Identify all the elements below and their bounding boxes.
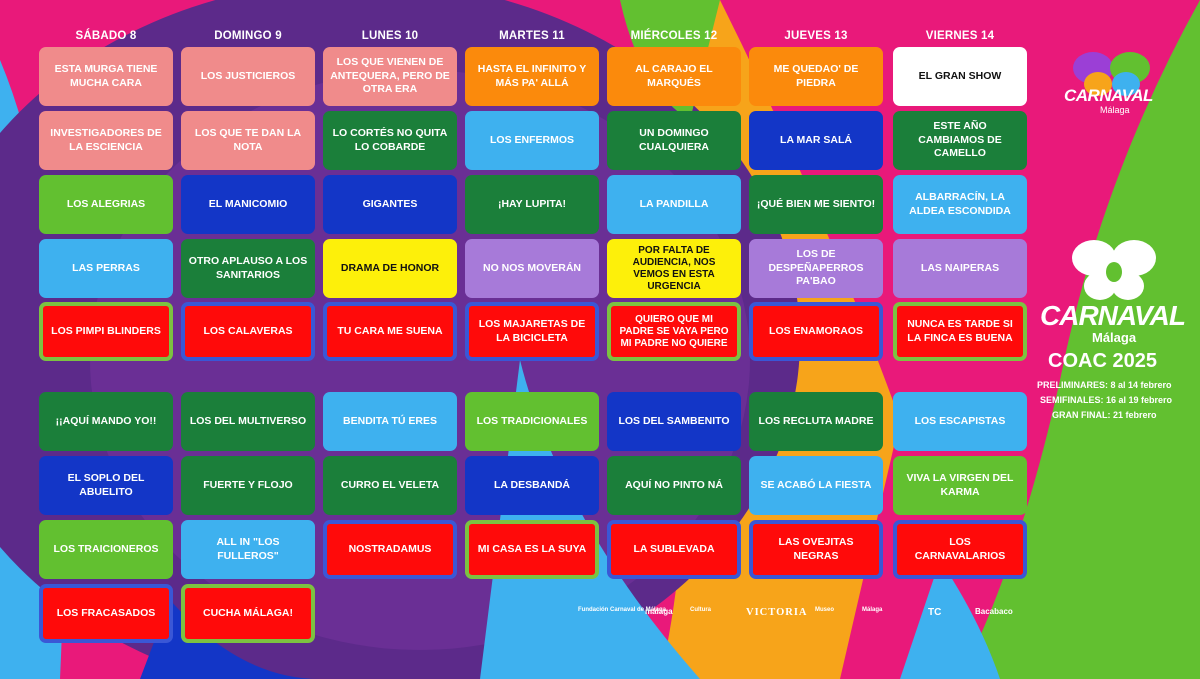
day-header-monday: LUNES 10	[361, 30, 419, 42]
agrupacion-cell: LOS ENAMORAOS	[749, 302, 883, 361]
agrupacion-cell: NOSTRADAMUS	[323, 520, 457, 579]
gran-final-date: GRAN FINAL: 21 febrero	[1052, 410, 1157, 420]
day-header-friday: VIERNES 14	[925, 30, 995, 42]
agrupacion-cell: LOS ESCAPISTAS	[893, 392, 1027, 451]
agrupacion-cell: UN DOMINGO CUALQUIERA	[607, 111, 741, 170]
logo-big-title: CARNAVAL	[1040, 300, 1186, 331]
agrupacion-cell: NO NOS MOVERÁN	[465, 239, 599, 298]
logo-small-title: CARNAVAL	[1064, 86, 1153, 105]
agrupacion-cell: LOS RECLUTA MADRE	[749, 392, 883, 451]
logo-small-subtitle: Málaga	[1100, 105, 1130, 115]
agrupacion-cell: LA PANDILLA	[607, 175, 741, 234]
agrupacion-cell: LOS FRACASADOS	[39, 584, 173, 643]
agrupacion-cell: AL CARAJO EL MARQUÉS	[607, 47, 741, 106]
agrupacion-cell: LOS CALAVERAS	[181, 302, 315, 361]
semifinales-dates: SEMIFINALES: 16 al 19 febrero	[1040, 395, 1173, 405]
agrupacion-cell: POR FALTA DE AUDIENCIA, NOS VEMOS EN EST…	[607, 239, 741, 298]
sponsor-malaga: málaga	[645, 607, 673, 616]
agrupacion-cell: ME QUEDAO' DE PIEDRA	[749, 47, 883, 106]
agrupacion-cell: LOS QUE TE DAN LA NOTA	[181, 111, 315, 170]
agrupacion-cell: LOS QUE VIENEN DE ANTEQUERA, PERO DE OTR…	[323, 47, 457, 106]
agrupacion-cell: LOS MAJARETAS DE LA BICICLETA	[465, 302, 599, 361]
logo-big-subtitle: Málaga	[1092, 330, 1137, 345]
carnaval-butterfly-large-logo	[1072, 240, 1156, 300]
day-header-sunday: DOMINGO 9	[214, 30, 282, 42]
agrupacion-cell: HASTA EL INFINITO Y MÁS PA' ALLÁ	[465, 47, 599, 106]
agrupacion-cell: LOS CARNAVALARIOS	[893, 520, 1027, 579]
agrupacion-cell: LAS NAIPERAS	[893, 239, 1027, 298]
agrupacion-cell: EL GRAN SHOW	[893, 47, 1027, 106]
agrupacion-cell: FUERTE Y FLOJO	[181, 456, 315, 515]
sponsor-cultura: Cultura	[690, 607, 711, 613]
agrupacion-cell: ESTE AÑO CAMBIAMOS DE CAMELLO	[893, 111, 1027, 170]
agrupacion-cell: AQUÍ NO PINTO NÁ	[607, 456, 741, 515]
agrupacion-cell: LOS TRADICIONALES	[465, 392, 599, 451]
sponsor-museo: Museo	[815, 607, 835, 613]
sponsor-victoria: VICTORIA	[746, 607, 808, 618]
day-header-tuesday: MARTES 11	[499, 30, 565, 42]
agrupacion-cell: LAS OVEJITAS NEGRAS	[749, 520, 883, 579]
agrupacion-cell: LOS ALEGRIAS	[39, 175, 173, 234]
agrupacion-cell: LO CORTÉS NO QUITA LO COBARDE	[323, 111, 457, 170]
agrupacion-cell: LA DESBANDÁ	[465, 456, 599, 515]
sponsor-malaga-2: Málaga	[862, 607, 883, 613]
agrupacion-cell: INVESTIGADORES DE LA ESCIENCIA	[39, 111, 173, 170]
agrupacion-cell: CURRO EL VELETA	[323, 456, 457, 515]
agrupacion-cell: CUCHA MÁLAGA!	[181, 584, 315, 643]
agrupacion-cell: ¡¡AQUÍ MANDO YO!!	[39, 392, 173, 451]
agrupacion-cell: ALBARRACÍN, LA ALDEA ESCONDIDA	[893, 175, 1027, 234]
agrupacion-cell: LOS PIMPI BLINDERS	[39, 302, 173, 361]
agrupacion-cell: EL MANICOMIO	[181, 175, 315, 234]
agrupacion-cell: LOS DEL SAMBENITO	[607, 392, 741, 451]
agrupacion-cell: SE ACABÓ LA FIESTA	[749, 456, 883, 515]
agrupacion-cell: DRAMA DE HONOR	[323, 239, 457, 298]
agrupacion-cell: LOS DE DESPEÑAPERROS PA'BAO	[749, 239, 883, 298]
sponsor-fundacion: Fundación Carnaval de Málaga	[578, 607, 667, 613]
agrupacion-cell: MI CASA ES LA SUYA	[465, 520, 599, 579]
agrupacion-cell: LA SUBLEVADA	[607, 520, 741, 579]
sponsor-bacabaco: Bacabaco	[975, 607, 1013, 616]
agrupacion-cell: LOS ENFERMOS	[465, 111, 599, 170]
agrupacion-cell: ¡QUÉ BIEN ME SIENTO!	[749, 175, 883, 234]
agrupacion-cell: OTRO APLAUSO A LOS SANITARIOS	[181, 239, 315, 298]
agrupacion-cell: ¡HAY LUPITA!	[465, 175, 599, 234]
carnaval-butterfly-logo	[1073, 52, 1150, 96]
agrupacion-cell: VIVA LA VIRGEN DEL KARMA	[893, 456, 1027, 515]
agrupacion-cell: BENDITA TÚ ERES	[323, 392, 457, 451]
agrupacion-cell: ESTA MURGA TIENE MUCHA CARA	[39, 47, 173, 106]
sponsor-tc: TC	[928, 607, 942, 618]
day-header-wednesday: MIÉRCOLES 12	[630, 30, 718, 42]
event-title: COAC 2025	[1048, 350, 1157, 372]
agrupacion-cell: EL SOPLO DEL ABUELITO	[39, 456, 173, 515]
agrupacion-cell: ALL IN "LOS FULLEROS"	[181, 520, 315, 579]
agrupacion-cell: NUNCA ES TARDE SI LA FINCA ES BUENA	[893, 302, 1027, 361]
agrupacion-cell: LAS PERRAS	[39, 239, 173, 298]
agrupacion-cell: QUIERO QUE MI PADRE SE VAYA PERO MI PADR…	[607, 302, 741, 361]
agrupacion-cell: LOS DEL MULTIVERSO	[181, 392, 315, 451]
agrupacion-cell: TU CARA ME SUENA	[323, 302, 457, 361]
preliminares-dates: PRELIMINARES: 8 al 14 febrero	[1037, 380, 1172, 390]
agrupacion-cell: LOS TRAICIONEROS	[39, 520, 173, 579]
day-header-thursday: JUEVES 13	[784, 30, 848, 42]
agrupacion-cell: LA MAR SALÁ	[749, 111, 883, 170]
agrupacion-cell: GIGANTES	[323, 175, 457, 234]
day-header-saturday: SÁBADO 8	[75, 30, 137, 42]
agrupacion-cell: LOS JUSTICIEROS	[181, 47, 315, 106]
